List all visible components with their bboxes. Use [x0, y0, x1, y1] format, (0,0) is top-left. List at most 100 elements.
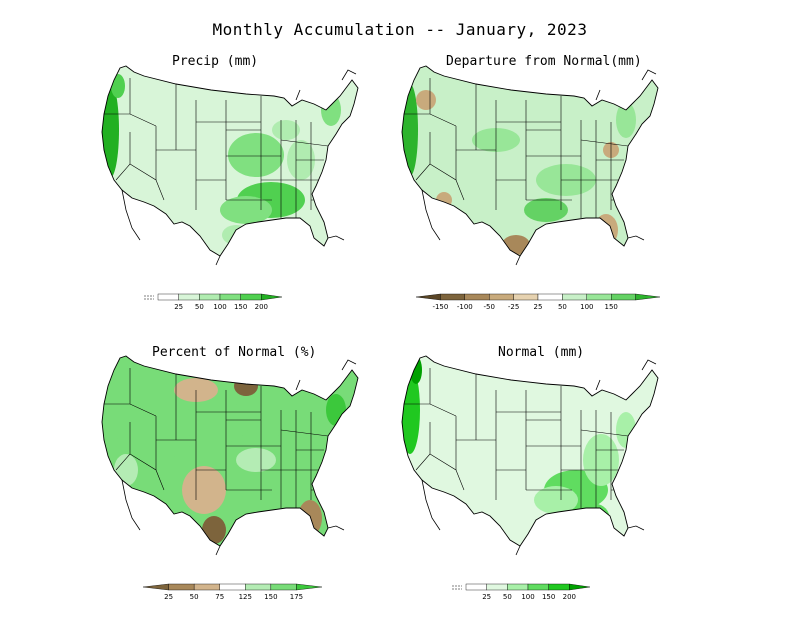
panel-title-departure: Departure from Normal(mm) — [446, 54, 642, 69]
legend-tick-label: 150 — [605, 303, 618, 311]
legend-tick-label: 25 — [164, 593, 173, 601]
coastline — [215, 545, 221, 556]
legend-swatch — [415, 293, 441, 301]
country-outline — [101, 65, 359, 257]
coastline — [295, 89, 301, 101]
coastline — [515, 255, 521, 266]
map-shade-region — [236, 448, 276, 472]
precip-legend: 25 50 100 150 200 — [144, 293, 283, 311]
map-shade-region — [182, 466, 226, 514]
legend-swatch — [199, 293, 221, 301]
coastline — [421, 479, 441, 531]
map-shade-region — [138, 180, 174, 200]
state-boundary — [280, 139, 329, 147]
map-shade-region — [111, 74, 125, 98]
coastline — [641, 69, 657, 81]
legend-tick-label: -25 — [508, 303, 519, 311]
map-shade-region — [326, 394, 346, 426]
legend-swatch — [157, 293, 179, 301]
coastline — [641, 359, 657, 371]
legend-swatch — [464, 293, 490, 301]
legend-swatch — [586, 293, 612, 301]
legend-swatch — [569, 583, 591, 591]
precip-map — [101, 65, 359, 266]
legend-swatch — [178, 293, 200, 301]
legend-swatch — [219, 583, 246, 591]
map-shade-region — [472, 490, 500, 510]
legend-swatch — [193, 583, 220, 591]
coastline — [215, 255, 221, 266]
country-outline — [401, 65, 659, 257]
legend-swatch — [240, 293, 262, 301]
legend-swatch — [296, 583, 323, 591]
legend-swatch — [488, 293, 514, 301]
coastline — [421, 189, 441, 241]
map-shade-region — [234, 376, 258, 396]
legend-tick-label: 75 — [215, 593, 224, 601]
country-outline — [401, 355, 659, 547]
legend-tick-label: 25 — [534, 303, 543, 311]
legend-swatch — [507, 583, 529, 591]
map-shade-region — [178, 110, 234, 130]
departure-legend: -150 -100 -50 -25 25 50 100 150 — [415, 293, 661, 311]
normal-map — [401, 355, 659, 556]
map-shade-region — [410, 356, 422, 384]
legend-swatch — [610, 293, 636, 301]
map-shade-region — [583, 434, 619, 486]
legend-tick-label: 25 — [482, 593, 491, 601]
legend-swatch — [168, 583, 195, 591]
map-shade-region — [228, 133, 284, 177]
map-shade-region — [416, 90, 436, 110]
panel-title-percent: Percent of Normal (%) — [152, 345, 317, 360]
legend-tick-label: -150 — [432, 303, 448, 311]
legend-swatch — [261, 293, 283, 301]
legend-swatch — [270, 583, 297, 591]
coastline — [341, 359, 357, 371]
coastline — [627, 525, 645, 531]
legend-swatch — [486, 583, 508, 591]
legend-swatch — [245, 583, 272, 591]
legend-tick-label: 100 — [580, 303, 593, 311]
map-shade-region — [534, 486, 578, 514]
map-shade-region — [272, 120, 300, 140]
normal-legend: 25 50 100 150 200 — [452, 583, 591, 601]
coastline — [121, 479, 141, 531]
coastline — [515, 545, 521, 556]
legend-tick-label: -100 — [457, 303, 473, 311]
map-shade-region — [594, 214, 618, 246]
map-shade-region — [220, 196, 272, 224]
legend-tick-label: 125 — [239, 593, 252, 601]
legend-below-marker — [144, 295, 154, 300]
map-shade-region — [616, 102, 636, 138]
coastline — [627, 235, 645, 241]
country-outline — [101, 355, 359, 547]
legend-tick-label: 50 — [195, 303, 204, 311]
legend-swatch — [440, 293, 466, 301]
legend-tick-label: 175 — [290, 593, 303, 601]
legend-below-marker — [452, 585, 462, 590]
legend-tick-label: 100 — [521, 593, 534, 601]
legend-swatch — [548, 583, 570, 591]
panel-title-normal: Normal (mm) — [498, 345, 585, 360]
legend-tick-label: 150 — [264, 593, 277, 601]
legend-swatch — [513, 293, 539, 301]
map-shade-region — [121, 156, 161, 184]
state-boundary — [580, 429, 629, 437]
state-boundary — [580, 139, 629, 147]
legend-tick-label: 200 — [563, 593, 576, 601]
map-shade-region — [222, 225, 250, 245]
legend-tick-label: 150 — [542, 593, 555, 601]
coastline — [327, 235, 345, 241]
map-shade-region — [402, 84, 418, 176]
legend-tick-label: -50 — [483, 303, 494, 311]
map-shade-region — [582, 504, 610, 536]
legend-tick-label: 25 — [174, 303, 183, 311]
coastline — [341, 69, 357, 81]
panel-title-precip: Precip (mm) — [172, 54, 259, 69]
coastline — [595, 89, 601, 101]
legend-tick-label: 50 — [503, 593, 512, 601]
map-shade-region — [149, 126, 193, 154]
coastline — [295, 379, 301, 391]
map-shade-region — [321, 94, 341, 126]
legend-tick-label: 100 — [213, 303, 226, 311]
